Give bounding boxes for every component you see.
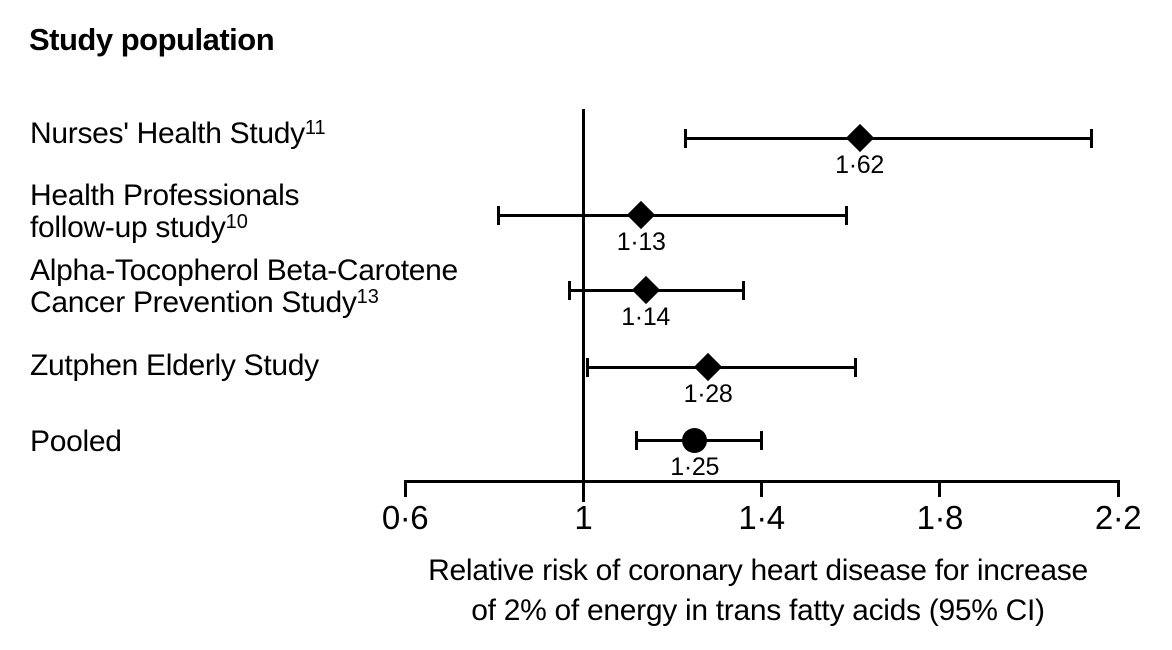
ci-cap-right: [742, 280, 746, 300]
ci-cap-left: [586, 357, 590, 377]
x-axis-tick-label: 0·6: [381, 499, 429, 536]
estimate-diamond-marker: [845, 123, 874, 153]
study-label-line: Health Professionals: [30, 179, 300, 212]
ci-cap-right: [1089, 128, 1093, 148]
figure-title: Study population: [29, 22, 275, 57]
ci-line: [498, 213, 847, 217]
estimate-value-label: 1·14: [621, 303, 671, 331]
study-label-line: Pooled: [30, 425, 122, 458]
ci-cap-left: [568, 280, 572, 300]
ci-cap-right: [844, 205, 848, 225]
x-axis-label-line2: of 2% of energy in trans fatty acids (95…: [471, 594, 1045, 627]
x-axis-tick-label: 1·4: [738, 499, 785, 536]
ci-cap-left: [635, 430, 639, 450]
reference-superscript: 11: [304, 117, 326, 139]
x-axis-tick-label: 2·2: [1094, 499, 1142, 536]
estimate-diamond-marker: [627, 200, 656, 230]
x-axis-label: Relative risk of coronary heart disease …: [428, 551, 1088, 631]
reference-superscript: 13: [356, 286, 379, 308]
ci-cap-right: [760, 430, 763, 450]
x-axis-tick: [760, 481, 763, 497]
study-label-line: Alpha-Tocopherol Beta-Carotene: [30, 254, 458, 287]
ci-line: [685, 136, 1092, 140]
reference-line: [581, 109, 585, 502]
estimate-value-label: 1·28: [683, 380, 733, 408]
x-axis-tick-label: 1·8: [916, 499, 964, 536]
pooled-circle-marker: [682, 427, 708, 453]
ci-cap-left: [497, 205, 501, 225]
x-axis-tick: [1116, 481, 1120, 497]
study-label-line: follow-up study10: [30, 211, 248, 244]
x-axis-tick: [403, 481, 407, 497]
estimate-diamond-marker: [631, 275, 660, 305]
ci-cap-right: [853, 357, 857, 377]
study-label: Zutphen Elderly Study: [30, 350, 319, 382]
study-label: Nurses' Health Study11: [30, 118, 326, 150]
study-label-line: Zutphen Elderly Study: [30, 349, 319, 382]
estimate-value-label: 1·25: [670, 453, 720, 481]
study-label: Pooled: [30, 426, 122, 458]
x-axis-tick: [938, 481, 942, 497]
ci-cap-left: [684, 128, 688, 148]
x-axis-tick-label: 1: [574, 499, 593, 536]
study-label: Alpha-Tocopherol Beta-Carotene Cancer Pre…: [30, 255, 458, 319]
estimate-value-label: 1·13: [616, 228, 666, 256]
x-axis-tick: [581, 481, 585, 497]
x-axis-label-line1: Relative risk of coronary heart disease …: [428, 554, 1088, 587]
estimate-diamond-marker: [693, 352, 723, 382]
study-label-line: Nurses' Health Study11: [30, 117, 326, 150]
estimate-value-label: 1·62: [835, 151, 884, 179]
reference-superscript: 10: [225, 211, 248, 233]
study-label: Health Professionals follow-up study10: [30, 180, 299, 244]
study-label-line: Cancer Prevention Study13: [30, 286, 379, 319]
